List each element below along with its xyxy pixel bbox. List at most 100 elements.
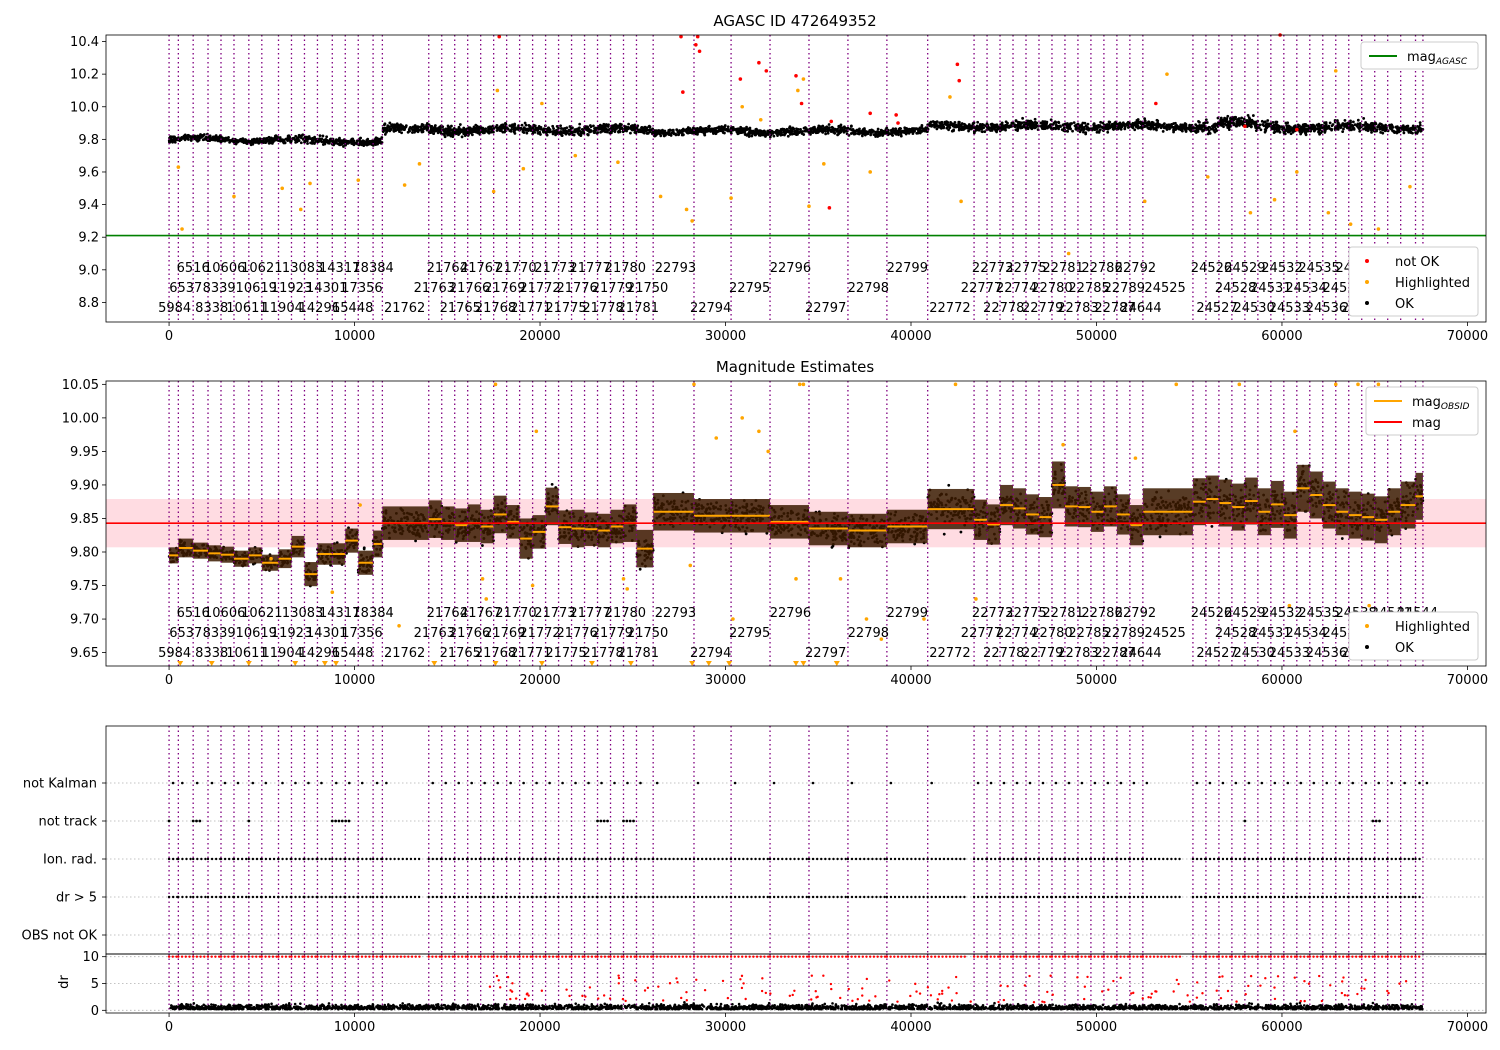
- agasc-x-ticklabel-7: 70000: [1447, 329, 1488, 344]
- ok-point: [1106, 130, 1110, 134]
- ok-point: [644, 129, 648, 132]
- ok-point: [586, 133, 590, 137]
- ok-point: [1236, 121, 1240, 125]
- ok-point: [193, 136, 197, 140]
- ok-point: [967, 129, 970, 133]
- ok-point: [293, 138, 297, 142]
- ok-point: [1317, 122, 1321, 126]
- not-ok-point: [894, 113, 898, 117]
- ok-point: [1409, 127, 1412, 131]
- highlighted-point: [690, 219, 694, 223]
- ok-point: [1121, 121, 1125, 125]
- ok-point: [1165, 128, 1169, 131]
- ok-point: [186, 133, 190, 137]
- ok-point: [278, 137, 282, 141]
- ok-point: [1379, 130, 1383, 134]
- ok-point: [225, 138, 229, 142]
- ok-point: [545, 133, 549, 137]
- agasc-obsid-label-2-6: 21762: [384, 301, 425, 316]
- ok-point: [494, 125, 498, 129]
- ok-point: [748, 126, 752, 130]
- agasc-obsid-label-2-5: 15448: [332, 301, 373, 316]
- not-ok-point: [1154, 101, 1158, 106]
- ok-point: [612, 127, 616, 131]
- ok-point: [1240, 116, 1244, 120]
- ok-point: [561, 127, 565, 131]
- ok-point: [643, 126, 647, 130]
- ok-point: [211, 138, 215, 142]
- ok-point: [1211, 127, 1215, 131]
- ok-point: [1065, 129, 1069, 133]
- ok-point: [1016, 129, 1019, 133]
- ok-point: [617, 130, 620, 134]
- ok-point: [653, 129, 657, 133]
- ok-point: [933, 120, 937, 124]
- ok-point: [509, 124, 513, 128]
- highlighted-point: [807, 204, 811, 209]
- ok-point: [702, 129, 706, 133]
- ok-point: [1417, 128, 1420, 132]
- ok-point: [740, 127, 744, 130]
- ok-point: [413, 124, 417, 127]
- ok-point: [589, 129, 593, 132]
- agasc-obsid-label-1-5: 17356: [341, 281, 382, 296]
- ok-point: [824, 132, 828, 136]
- ok-point: [413, 130, 416, 134]
- ok-point: [1220, 121, 1224, 125]
- ok-point: [524, 123, 528, 127]
- ok-point: [948, 123, 952, 127]
- ok-point: [1082, 125, 1086, 129]
- agasc-obsid-label-2-10: 21775: [545, 301, 586, 316]
- ok-point: [310, 139, 314, 143]
- ok-point: [1149, 122, 1153, 126]
- ok-point: [1418, 121, 1422, 125]
- ok-point: [472, 130, 476, 134]
- ok-point: [420, 122, 424, 126]
- ok-point: [1411, 126, 1415, 130]
- ok-point: [1061, 123, 1065, 127]
- ok-point: [842, 129, 845, 132]
- ok-point: [1265, 126, 1268, 130]
- ok-point: [812, 128, 815, 131]
- ok-point: [1148, 126, 1152, 130]
- ok-point: [919, 129, 923, 133]
- ok-point: [789, 127, 793, 130]
- ok-point: [1402, 131, 1406, 135]
- ok-point: [501, 130, 505, 134]
- ok-point: [173, 140, 177, 144]
- ok-point: [365, 142, 369, 146]
- ok-point: [1108, 120, 1112, 124]
- agasc-x-ticklabel-0: 0: [165, 329, 173, 344]
- ok-point: [196, 134, 199, 138]
- ok-point: [671, 129, 675, 132]
- ok-point: [1398, 126, 1402, 130]
- ok-point: [707, 125, 710, 129]
- ok-point: [1343, 125, 1347, 129]
- ok-point: [531, 132, 535, 136]
- ok-point: [682, 129, 685, 133]
- ok-point: [1237, 117, 1241, 120]
- ok-point: [989, 122, 993, 126]
- ok-point: [385, 127, 389, 131]
- ok-point: [383, 132, 387, 136]
- ok-point: [857, 132, 861, 136]
- ok-point: [395, 124, 399, 128]
- ok-point: [330, 139, 334, 143]
- ok-point: [313, 142, 316, 145]
- agasc-obsid-label-2-14: 22797: [805, 301, 846, 316]
- ok-point: [616, 124, 620, 128]
- ok-point: [1200, 127, 1203, 131]
- ok-point: [355, 141, 358, 145]
- ok-point: [555, 128, 558, 132]
- ok-point: [388, 127, 392, 131]
- not-ok-point: [794, 73, 798, 78]
- ok-point: [832, 130, 836, 134]
- agasc-legend-bottom-swatch-2: [1365, 301, 1369, 305]
- ok-point: [481, 126, 484, 130]
- ok-point: [526, 128, 530, 132]
- ok-point: [837, 125, 841, 129]
- ok-point: [628, 126, 632, 130]
- ok-point: [346, 141, 349, 145]
- ok-point: [618, 122, 622, 126]
- ok-point: [283, 141, 286, 144]
